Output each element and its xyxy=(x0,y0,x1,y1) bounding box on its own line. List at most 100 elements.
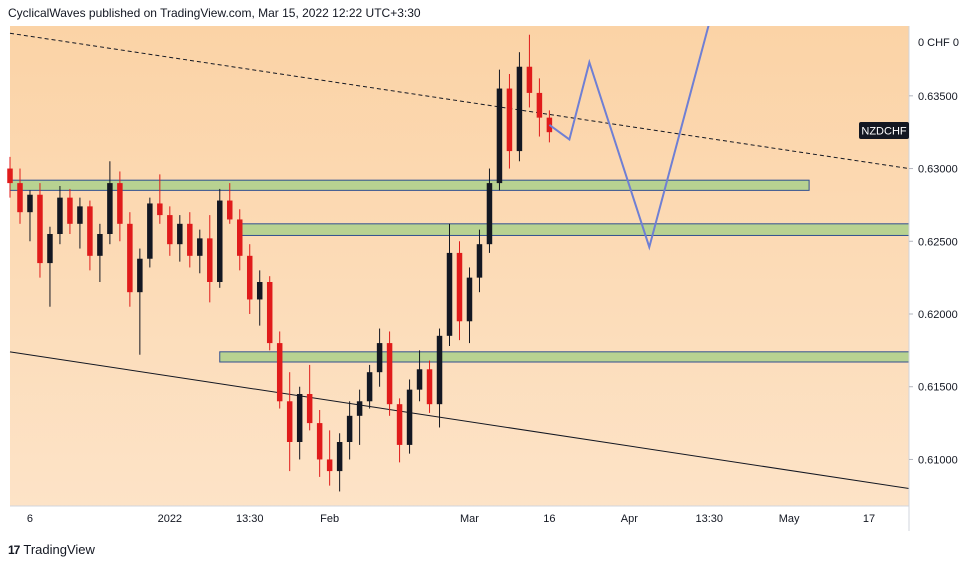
x-tick-label: Apr xyxy=(621,513,638,525)
projection-path xyxy=(548,26,710,251)
candle xyxy=(296,386,303,460)
candle-body xyxy=(107,183,113,234)
candle-body xyxy=(217,200,223,282)
dashed-trendline xyxy=(9,32,910,170)
candle-body xyxy=(366,372,373,402)
candle xyxy=(197,229,203,274)
candle-body xyxy=(167,215,173,245)
trendlines xyxy=(9,32,910,490)
candle xyxy=(376,328,383,387)
candle xyxy=(37,183,43,278)
candle-body xyxy=(346,415,353,442)
candle xyxy=(266,276,273,351)
candle xyxy=(107,161,113,245)
candle-body xyxy=(516,66,523,152)
candle-body xyxy=(406,389,413,445)
brand-footer: 17 TradingView xyxy=(8,542,95,557)
candle xyxy=(516,52,523,162)
zone-2 xyxy=(239,223,910,236)
candle xyxy=(536,78,543,137)
candle xyxy=(406,379,413,454)
y-tick-label: 0.62500 xyxy=(918,236,958,248)
candle xyxy=(97,223,103,282)
candle-body xyxy=(396,404,403,445)
candle xyxy=(256,270,263,326)
candle xyxy=(326,430,333,486)
candle xyxy=(127,212,133,307)
x-tick-label: 6 xyxy=(27,513,33,525)
brand-name: TradingView xyxy=(23,542,95,557)
candle xyxy=(137,248,143,355)
candle-body xyxy=(476,244,483,278)
candle xyxy=(157,174,163,224)
y-tick-label: 0.63000 xyxy=(918,164,958,176)
candle-body xyxy=(436,335,443,405)
symbol-badge: NZDCHF xyxy=(859,122,909,139)
candle xyxy=(236,209,243,271)
candle xyxy=(396,398,403,463)
candle xyxy=(167,206,173,256)
candle-body xyxy=(7,168,13,184)
x-tick-label: 17 xyxy=(863,513,875,525)
candle xyxy=(147,197,153,268)
candle xyxy=(316,410,323,477)
price-axis[interactable]: 0.63500 0.63000 0.62500 0.62000 0.61500 0.610… xyxy=(909,91,958,467)
candle-body xyxy=(286,401,293,442)
candle-body xyxy=(236,219,243,256)
candle-body xyxy=(37,194,43,264)
candle-body xyxy=(466,277,473,322)
x-tick-label: 13:30 xyxy=(236,513,264,525)
zone-3 xyxy=(219,351,910,363)
candle-body xyxy=(256,282,263,300)
candle-body xyxy=(27,194,33,213)
candle-body xyxy=(97,234,103,256)
candle xyxy=(506,74,513,169)
candle-body xyxy=(157,203,163,216)
candle-body xyxy=(187,223,193,256)
candle-body xyxy=(376,343,383,373)
candle xyxy=(217,188,223,288)
candle xyxy=(27,190,33,242)
candle-body xyxy=(127,223,133,293)
currency-label: 0 CHF 0 xyxy=(918,37,959,49)
candle-body xyxy=(306,394,313,424)
candle-body xyxy=(227,200,233,220)
x-tick-label: 13:30 xyxy=(695,513,723,525)
candle xyxy=(117,171,123,242)
y-tick-label: 0.61500 xyxy=(918,382,958,394)
candle-body xyxy=(356,401,363,416)
price-chart[interactable]: 0.63500 0.63000 0.62500 0.62000 0.61500 0.610… xyxy=(0,26,977,562)
candle-body xyxy=(386,343,393,405)
candle-body xyxy=(426,369,433,405)
candle xyxy=(436,328,443,428)
x-tick-label: Feb xyxy=(320,513,339,525)
y-tick-label: 0.61000 xyxy=(918,454,958,466)
y-tick-label: 0.63500 xyxy=(918,91,958,103)
time-axis[interactable]: 6 2022 13:30 Feb Mar 16 Apr 13:30 May 17 xyxy=(27,513,875,525)
candle xyxy=(416,350,423,402)
x-tick-label: Mar xyxy=(460,513,479,525)
y-tick-label: 0.62000 xyxy=(918,309,958,321)
candle-body xyxy=(276,343,283,402)
candle-body xyxy=(177,223,183,245)
candle-body xyxy=(57,197,63,234)
candle-body xyxy=(266,282,273,344)
candle xyxy=(336,433,343,492)
x-tick-label: 16 xyxy=(543,513,555,525)
zone-1 xyxy=(9,179,810,191)
candle xyxy=(426,360,433,413)
tradingview-logo-icon: 17 xyxy=(8,542,20,557)
candle-body xyxy=(456,252,463,322)
candle-body xyxy=(117,183,123,224)
candle-body xyxy=(496,88,503,184)
candle-body xyxy=(296,394,303,442)
candle xyxy=(446,223,453,346)
candle-body xyxy=(17,183,23,213)
lower-trendline xyxy=(9,351,910,490)
candle xyxy=(7,156,13,198)
candle-body xyxy=(416,369,423,390)
candle xyxy=(47,226,53,307)
candle xyxy=(286,372,293,472)
candle-body xyxy=(77,206,83,224)
candle xyxy=(227,183,233,224)
